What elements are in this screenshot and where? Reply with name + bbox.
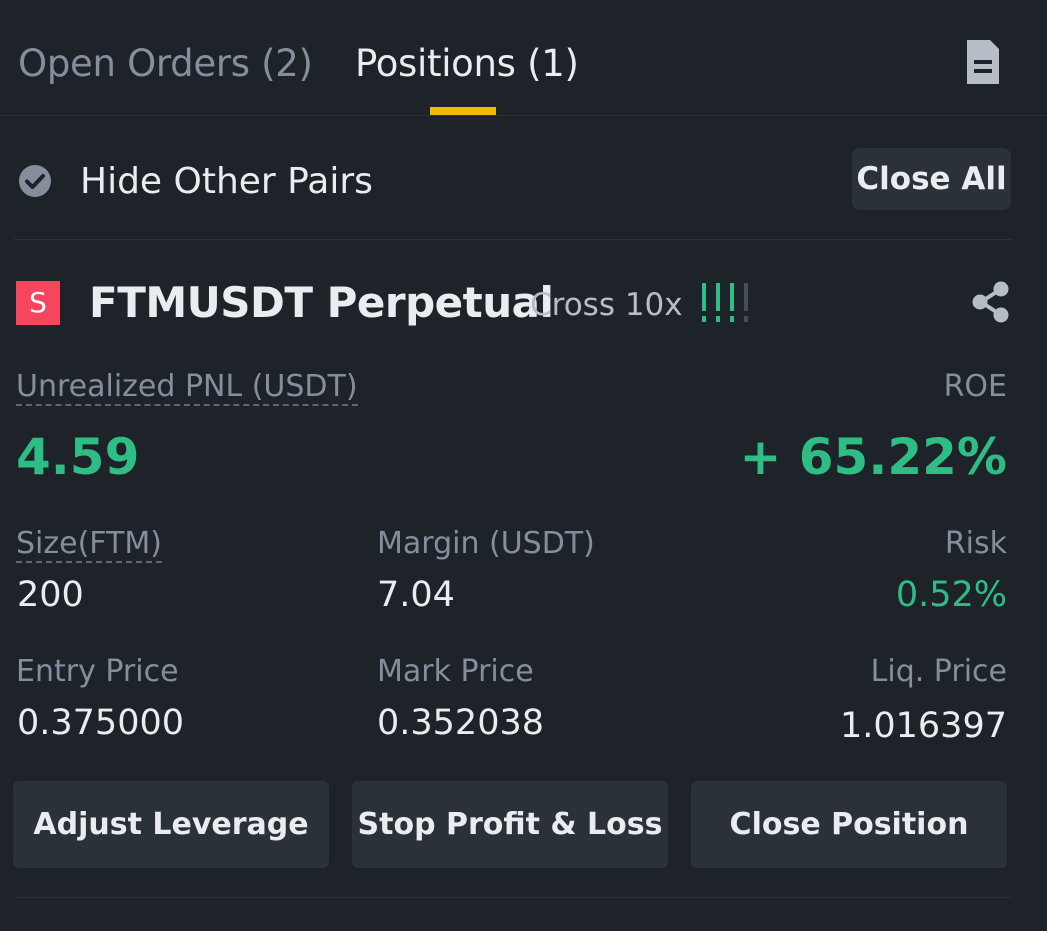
- divider: [14, 897, 1011, 898]
- entry-price-value: 0.375000: [17, 703, 185, 743]
- margin-mode[interactable]: Cross 10x: [530, 287, 683, 323]
- hide-other-pairs-label[interactable]: Hide Other Pairs: [80, 161, 373, 202]
- check-circle-icon[interactable]: [18, 164, 52, 198]
- unrealized-pnl-value: 4.59: [16, 428, 140, 486]
- risk-value: 0.52%: [895, 575, 1007, 615]
- entry-price-label: Entry Price: [16, 654, 179, 689]
- active-tab-indicator: [430, 107, 496, 115]
- short-badge: S: [16, 281, 60, 325]
- unrealized-pnl-label[interactable]: Unrealized PNL (USDT): [16, 367, 358, 407]
- size-label[interactable]: Size(FTM): [16, 524, 162, 564]
- tab-positions[interactable]: Positions (1): [355, 42, 579, 85]
- symbol-name[interactable]: FTMUSDT Perpetual: [89, 278, 554, 327]
- mark-price-value: 0.352038: [377, 703, 545, 743]
- adjust-leverage-button[interactable]: Adjust Leverage: [13, 781, 329, 868]
- document-icon[interactable]: [963, 38, 1003, 86]
- liq-price-label: Liq. Price: [870, 654, 1007, 689]
- roe-value: + 65.22%: [739, 428, 1007, 486]
- stop-profit-loss-button[interactable]: Stop Profit & Loss: [352, 781, 668, 868]
- size-label-text: Size(FTM): [16, 526, 162, 563]
- size-value: 200: [17, 575, 84, 615]
- risk-level-icon: [702, 283, 748, 322]
- margin-label: Margin (USDT): [377, 526, 595, 561]
- close-position-button[interactable]: Close Position: [691, 781, 1007, 868]
- risk-label: Risk: [944, 526, 1007, 561]
- tab-open-orders[interactable]: Open Orders (2): [18, 42, 313, 85]
- roe-label: ROE: [943, 369, 1007, 404]
- close-all-button[interactable]: Close All: [852, 148, 1011, 210]
- divider: [14, 239, 1011, 240]
- share-icon[interactable]: [970, 280, 1012, 324]
- tab-bar: Open Orders (2) Positions (1): [0, 0, 1047, 116]
- liq-price-value: 1.016397: [839, 706, 1007, 746]
- margin-value: 7.04: [377, 575, 455, 615]
- mark-price-label: Mark Price: [377, 654, 534, 689]
- unrealized-pnl-label-text: Unrealized PNL (USDT): [16, 369, 358, 406]
